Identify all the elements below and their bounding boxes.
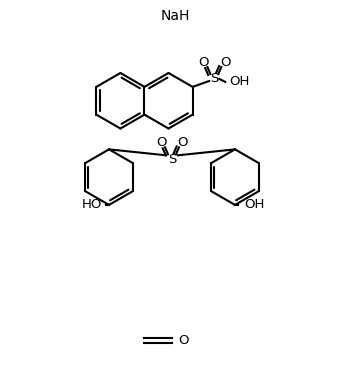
Text: S: S xyxy=(168,153,176,166)
Text: O: O xyxy=(179,334,189,347)
Text: OH: OH xyxy=(229,75,249,88)
Text: OH: OH xyxy=(245,199,265,211)
Text: O: O xyxy=(178,136,188,149)
Text: O: O xyxy=(220,56,230,68)
Text: NaH: NaH xyxy=(160,9,190,24)
Text: O: O xyxy=(156,136,166,149)
Text: S: S xyxy=(210,72,219,86)
Text: O: O xyxy=(198,56,209,68)
Text: HO: HO xyxy=(82,199,102,211)
